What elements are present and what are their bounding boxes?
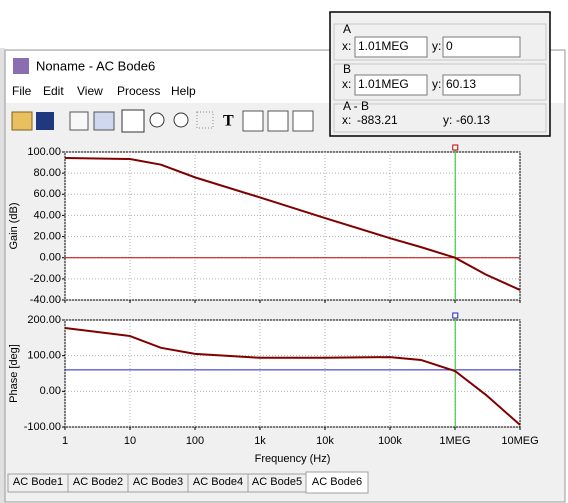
- field-label: x:: [342, 39, 351, 53]
- zoom-in-button[interactable]: [149, 112, 165, 128]
- group-label: A: [343, 22, 351, 36]
- tab-bar: AC Bode1 AC Bode2 AC Bode3 AC Bode4 AC Bode5…: [7, 471, 369, 494]
- copy-button[interactable]: [69, 111, 89, 131]
- grid-button[interactable]: [196, 111, 214, 129]
- left-edge: [0, 48, 5, 503]
- plot-area: [64, 319, 521, 428]
- field-value: -883.21: [357, 113, 398, 127]
- group-label: A - B: [343, 99, 369, 113]
- tab[interactable]: [305, 471, 369, 494]
- tab-label[interactable]: AC Bode3: [133, 476, 183, 488]
- tab-label[interactable]: AC Bode5: [252, 476, 302, 488]
- plots: 100.0080.0060.0040.0020.000.00-20.00-40.…: [8, 144, 539, 465]
- select-button[interactable]: [121, 109, 145, 133]
- input-value: 1.01MEG: [358, 77, 409, 91]
- cursor-panel: [329, 11, 551, 137]
- toolbar: T: [11, 109, 314, 133]
- y-axis-label: Gain (dB): [8, 202, 20, 249]
- menu-item[interactable]: Edit: [43, 84, 64, 98]
- tab-label[interactable]: AC Bode4: [193, 476, 243, 488]
- y-tick-label: 40.00: [33, 209, 61, 221]
- menu-item[interactable]: Help: [171, 84, 196, 98]
- menu-item[interactable]: View: [77, 84, 103, 98]
- text-input[interactable]: [354, 36, 428, 58]
- x-tick-label: 1k: [254, 435, 266, 447]
- x-tick-label: 10: [124, 435, 136, 447]
- menu-item[interactable]: Process: [117, 84, 160, 98]
- menu-item[interactable]: File: [12, 84, 32, 98]
- text-button[interactable]: T: [223, 113, 234, 130]
- y-tick-label: 100.00: [27, 146, 61, 158]
- y-tick-label: -20.00: [30, 273, 61, 285]
- group-box: [333, 23, 547, 61]
- x-tick-label: 100: [186, 435, 204, 447]
- group-box: [333, 103, 547, 133]
- input-value: 1.01MEG: [358, 39, 409, 53]
- cursor-handle: [452, 312, 459, 319]
- x-tick-label: 10MEG: [501, 435, 538, 447]
- y-tick-label: 60.00: [33, 188, 61, 200]
- data-line: [64, 326, 521, 426]
- data-line: [64, 157, 521, 291]
- x-axis-label: Frequency (Hz): [255, 453, 331, 465]
- cursor-button[interactable]: [242, 110, 264, 132]
- y-tick-label: 20.00: [33, 230, 61, 242]
- window-title: Noname - AC Bode6: [36, 58, 155, 73]
- field-label: x:: [342, 113, 351, 127]
- field-label: y:: [432, 77, 441, 91]
- cursor-handle: [452, 144, 459, 151]
- app-icon: [13, 58, 29, 74]
- text-input[interactable]: [442, 74, 521, 96]
- group-box: [333, 63, 547, 101]
- zoom-out-button[interactable]: [173, 112, 189, 128]
- tab-label[interactable]: AC Bode1: [13, 476, 63, 488]
- tab-label[interactable]: AC Bode2: [73, 476, 123, 488]
- y-tick-label: 0.00: [40, 252, 61, 264]
- field-label: x:: [342, 77, 351, 91]
- plot-area: [64, 151, 521, 301]
- cursor-button[interactable]: [292, 110, 314, 132]
- field-value: -60.13: [456, 113, 490, 127]
- text-input[interactable]: [442, 36, 521, 58]
- tab-label[interactable]: AC Bode6: [312, 476, 362, 488]
- y-tick-label: 80.00: [33, 167, 61, 179]
- x-tick-label: 1: [62, 435, 68, 447]
- x-tick-label: 1MEG: [439, 435, 470, 447]
- x-tick-label: 100k: [378, 435, 402, 447]
- save-button[interactable]: [36, 112, 54, 130]
- paste-button[interactable]: [93, 111, 115, 131]
- text-input[interactable]: [354, 74, 428, 96]
- y-tick-label: 100.00: [27, 350, 61, 362]
- cursor-button[interactable]: [267, 110, 289, 132]
- field-label: y:: [443, 113, 452, 127]
- y-axis-label: Phase [deg]: [8, 344, 20, 403]
- input-value: 60.13: [446, 77, 476, 91]
- x-tick-label: 10k: [316, 435, 334, 447]
- y-tick-label: -40.00: [30, 294, 61, 306]
- input-value: 0: [446, 39, 453, 53]
- group-label: B: [343, 62, 351, 76]
- y-tick-label: -100.00: [24, 421, 61, 433]
- field-label: y:: [432, 39, 441, 53]
- open-button[interactable]: [11, 111, 33, 131]
- y-tick-label: 0.00: [40, 385, 61, 397]
- y-tick-label: 200.00: [27, 314, 61, 326]
